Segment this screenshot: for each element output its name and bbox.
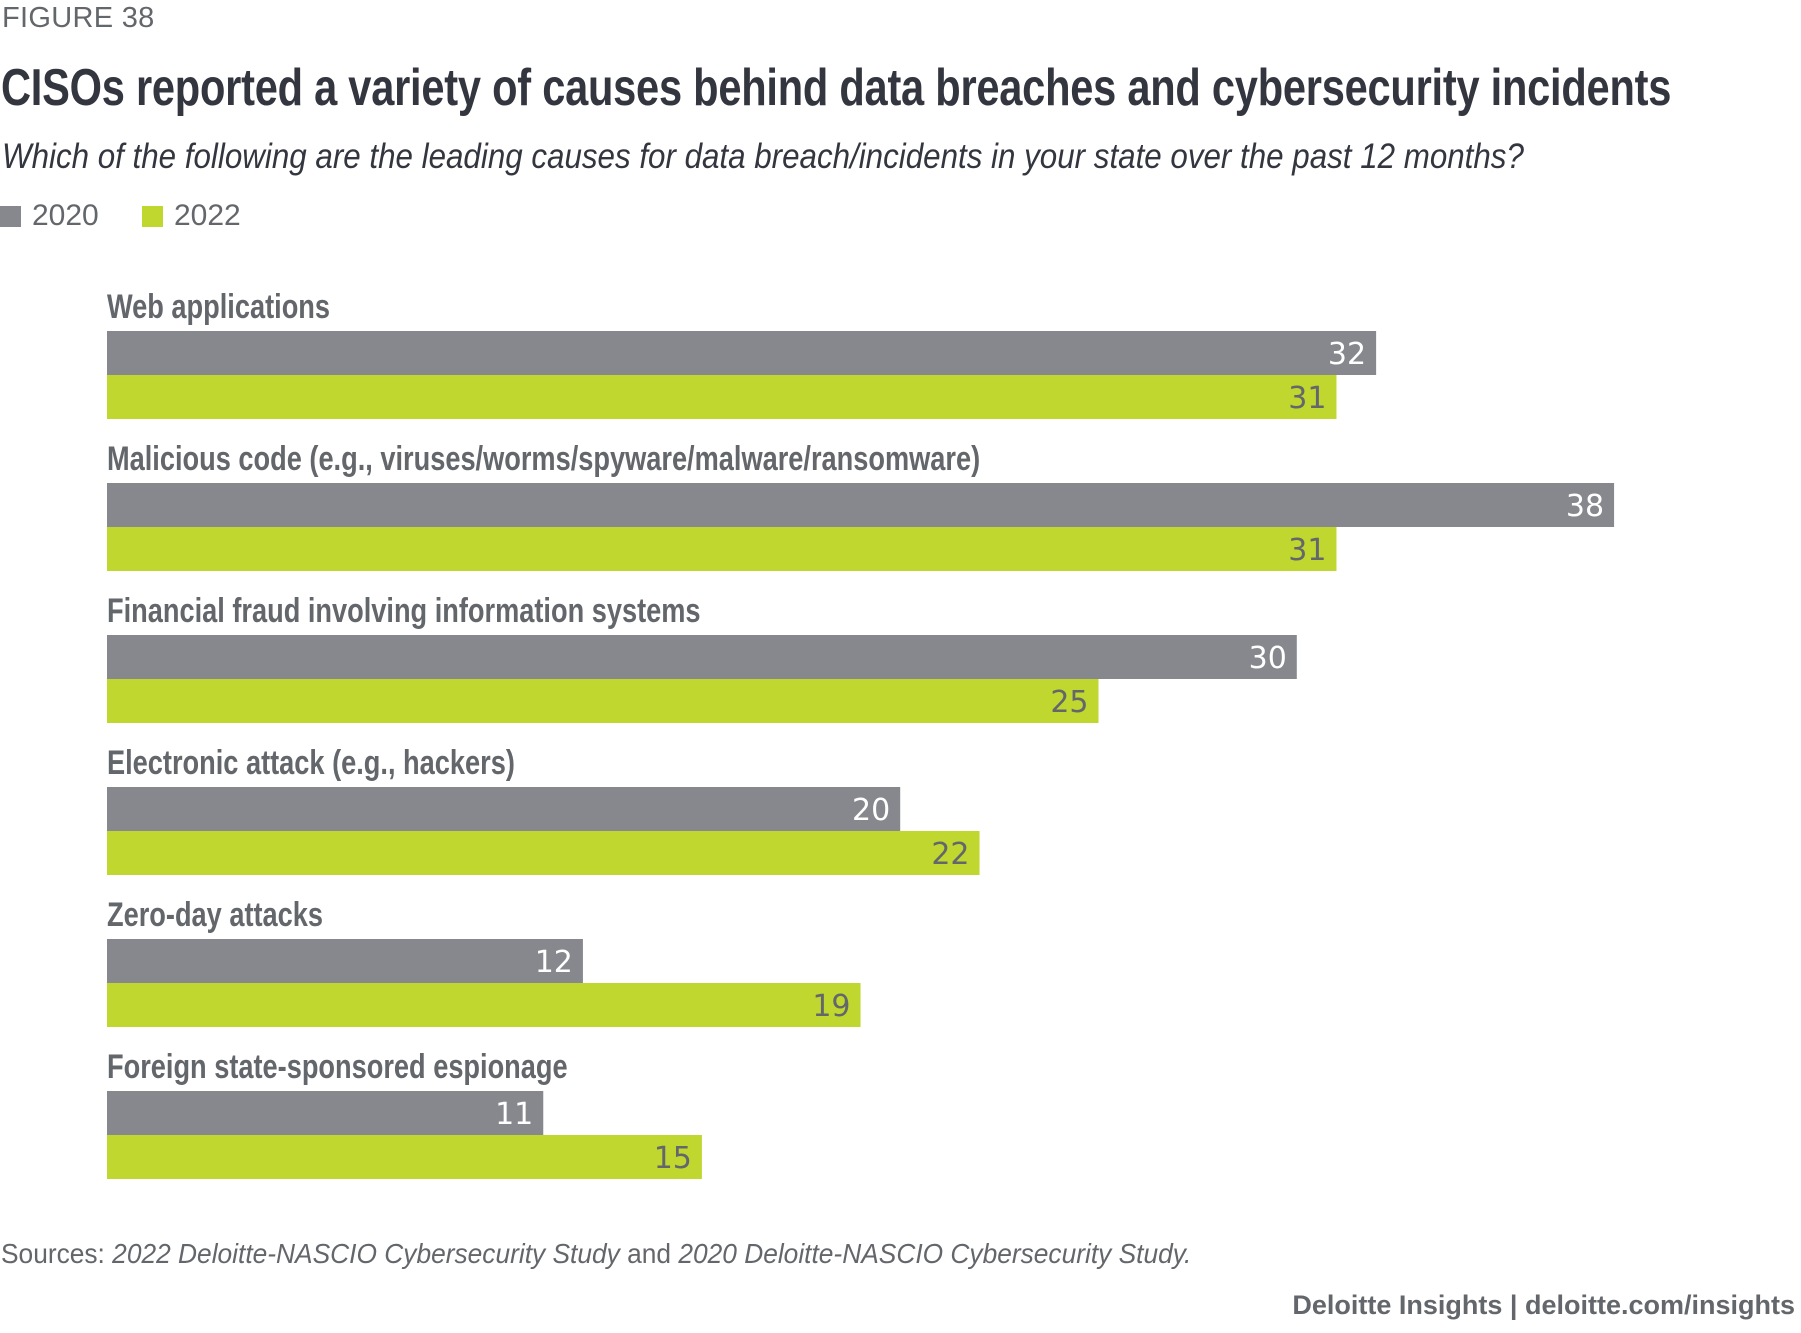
category-label: Electronic attack (e.g., hackers): [107, 743, 515, 782]
bar-2022: [107, 983, 861, 1027]
category-label: Malicious code (e.g., viruses/worms/spyw…: [107, 439, 980, 478]
sources-conjunction: and: [619, 1238, 679, 1269]
bar-2020: [107, 483, 1615, 527]
value-label-2020: 32: [1328, 337, 1366, 372]
figure-number: FIGURE 38: [2, 2, 155, 34]
value-label-2022: 25: [1050, 685, 1088, 720]
bar-2022: [107, 1135, 702, 1179]
bar-2022: [107, 679, 1099, 723]
category-label: Foreign state-sponsored espionage: [107, 1047, 568, 1086]
footer-credit: Deloitte Insights | deloitte.com/insight…: [1292, 1290, 1795, 1320]
category-label: Zero-day attacks: [107, 895, 323, 934]
bar-2022: [107, 831, 980, 875]
chart-subtitle: Which of the following are the leading c…: [2, 137, 1524, 176]
legend-swatch-2022: [142, 205, 163, 227]
bar-group-foreign-state-sponsored-espionage: Foreign state-sponsored espionage 11 15: [107, 1047, 702, 1179]
value-label-2020: 12: [535, 945, 573, 980]
category-label: Financial fraud involving information sy…: [107, 591, 701, 630]
value-label-2020: 11: [495, 1097, 533, 1132]
sources-prefix: Sources:: [1, 1238, 113, 1269]
chart-title: CISOs reported a variety of causes behin…: [1, 59, 1672, 117]
category-label: Web applications: [107, 287, 330, 326]
value-label-2022: 22: [931, 837, 969, 872]
bar-2020: [107, 787, 901, 831]
bar-2022: [107, 375, 1337, 419]
bar-2020: [107, 939, 583, 983]
source-2020-study: 2020 Deloitte-NASCIO Cybersecurity Study…: [678, 1238, 1192, 1269]
bar-group-malicious-code-e-g-viruses-worms-spyware: Malicious code (e.g., viruses/worms/spyw…: [107, 439, 1615, 571]
bar-group-financial-fraud-involving-information-sy: Financial fraud involving information sy…: [107, 591, 1297, 723]
legend-label-2020: 2020: [32, 199, 99, 232]
legend-label-2022: 2022: [174, 199, 241, 232]
legend-swatch-2020: [0, 205, 21, 227]
source-2022-study: 2022 Deloitte-NASCIO Cybersecurity Study: [112, 1238, 620, 1269]
value-label-2020: 30: [1249, 641, 1287, 676]
bar-2020: [107, 635, 1297, 679]
bar-group-electronic-attack-e-g-hackers: Electronic attack (e.g., hackers) 20 22: [107, 743, 980, 875]
value-label-2020: 20: [852, 793, 890, 828]
bar-2020: [107, 1091, 544, 1135]
bar-2020: [107, 331, 1377, 375]
value-label-2020: 38: [1566, 489, 1604, 524]
legend-item-2020: 2020: [0, 198, 99, 234]
value-label-2022: 15: [654, 1141, 692, 1176]
value-label-2022: 31: [1288, 381, 1326, 416]
bar-group-zero-day-attacks: Zero-day attacks 12 19: [107, 895, 861, 1027]
value-label-2022: 31: [1288, 533, 1326, 568]
value-label-2022: 19: [812, 989, 850, 1024]
legend-item-2022: 2022: [142, 198, 241, 234]
sources-note: Sources: 2022 Deloitte-NASCIO Cybersecur…: [1, 1238, 1191, 1270]
bar-2022: [107, 527, 1337, 571]
